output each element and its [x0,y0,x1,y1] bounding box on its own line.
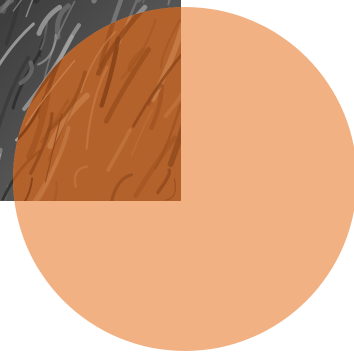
rock-streak [45,113,63,183]
rock-streak [131,52,181,128]
rock-streak [0,0,14,14]
rock-streak [80,30,117,94]
rock-streak [106,128,132,172]
rock-streak [18,60,34,86]
rock-streak [96,7,148,76]
rock-streak [163,85,181,118]
rock-streak [47,92,90,149]
rock-streak [167,78,181,168]
rock-streak [133,135,177,198]
rock-streak [1,0,12,14]
rock-streak [54,3,71,40]
rock-streak [29,112,54,175]
rock-streak [32,158,59,201]
rock-streak [12,0,23,12]
rock-streak [42,0,76,83]
rock-streak [150,16,181,102]
rock-streak [165,178,176,201]
rock-streak [26,87,51,161]
rock-streak [0,55,31,129]
rock-streak [109,173,133,201]
rock-streak [127,48,146,73]
rock-streak [85,65,109,150]
rock-streak [73,165,89,188]
rock-streak [21,177,34,201]
rock-streak [37,34,57,66]
rock-streak [46,180,58,201]
rock-streak [39,21,49,51]
rock-streak [156,168,172,195]
rock-streak [103,47,152,124]
rock-streak [47,97,78,162]
rock-streak [4,0,21,46]
rock-streak [40,99,70,144]
rock-streak [25,59,76,126]
rock-streak [0,22,35,67]
rock-streak [98,7,124,68]
rock-streak [36,4,63,36]
rock-streak [25,0,34,18]
rock-streak [120,18,157,80]
rock-streak [13,150,41,201]
rock-streak [159,18,181,69]
rock-streak [130,109,153,157]
